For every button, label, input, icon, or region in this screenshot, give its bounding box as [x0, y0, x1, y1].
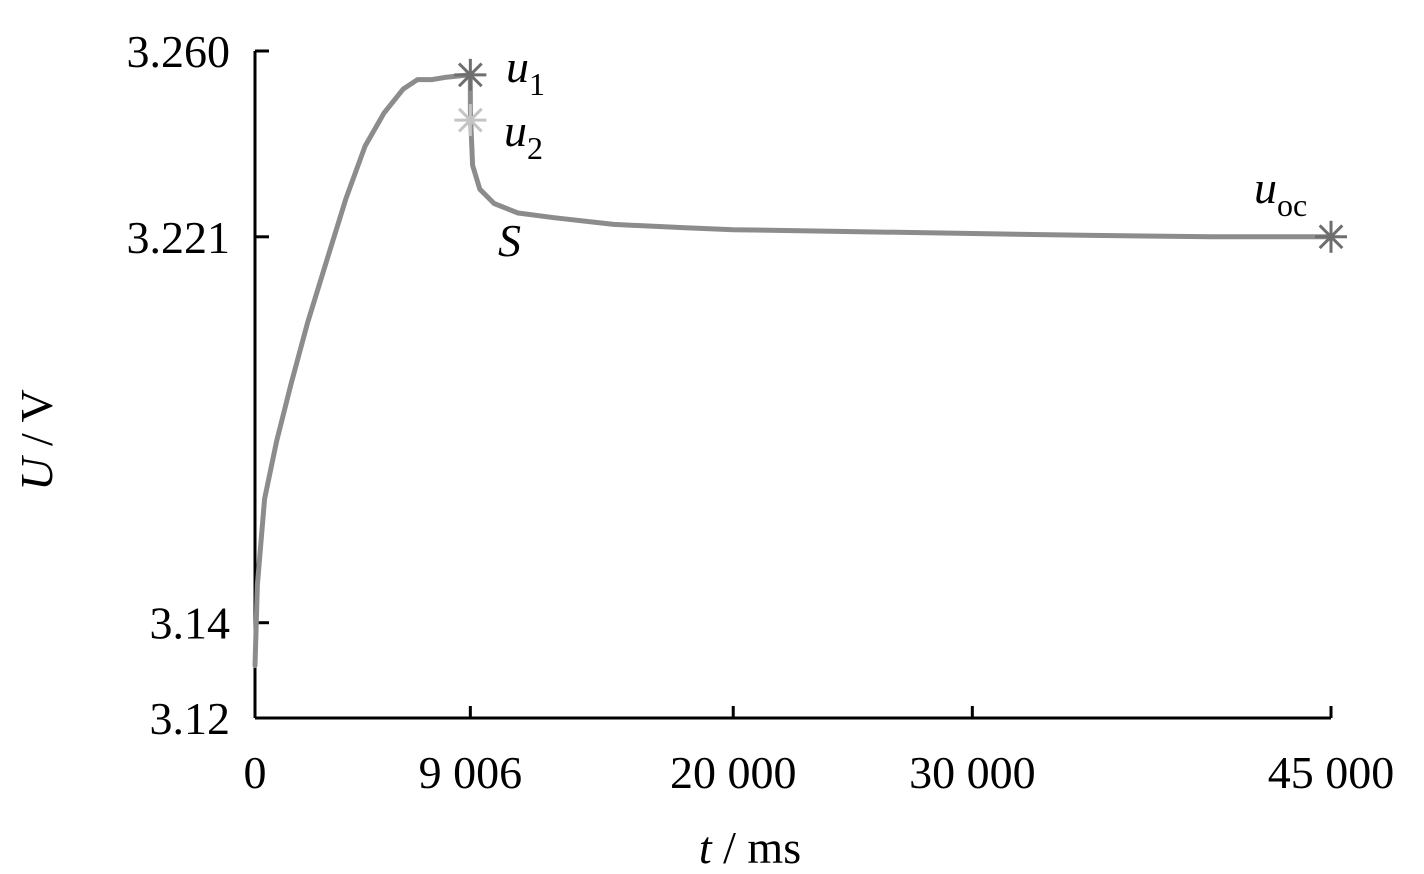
annotation-S: S: [498, 215, 521, 266]
marker-label-u1: u1: [506, 41, 545, 102]
marker-layer: [454, 58, 1347, 253]
y-tick-label: 3.14: [150, 598, 231, 649]
marker-uoc: [1315, 220, 1347, 253]
series-layer: [252, 72, 1334, 669]
x-ticks: 0 9 006 20 000 30 000 45 000: [244, 706, 1395, 798]
x-tick-label: 30 000: [909, 747, 1036, 798]
marker-label-uoc: uoc: [1254, 162, 1307, 223]
y-ticks: 3.12 3.14 3.221 3.260: [127, 26, 269, 744]
x-tick-label: 20 000: [670, 747, 797, 798]
axes: [253, 51, 1331, 720]
y-tick-label: 3.12: [150, 693, 231, 744]
marker-label-u2: u2: [504, 105, 543, 166]
marker-u2: [454, 104, 487, 137]
y-tick-label: 3.260: [127, 26, 231, 77]
marker-u1: [454, 58, 487, 91]
x-tick-label: 9 006: [419, 747, 523, 798]
x-tick-label: 0: [244, 747, 267, 798]
y-axis-title: U / V: [11, 389, 62, 490]
x-tick-label: 45 000: [1268, 747, 1395, 798]
x-axis-title: t / ms: [699, 822, 801, 873]
y-tick-label: 3.221: [127, 212, 231, 263]
voltage-series-line: [252, 72, 1334, 669]
